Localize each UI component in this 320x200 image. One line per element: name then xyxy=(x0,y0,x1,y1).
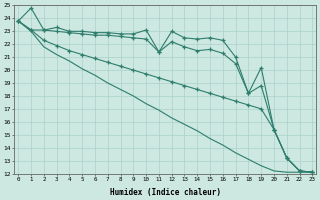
X-axis label: Humidex (Indice chaleur): Humidex (Indice chaleur) xyxy=(110,188,221,197)
